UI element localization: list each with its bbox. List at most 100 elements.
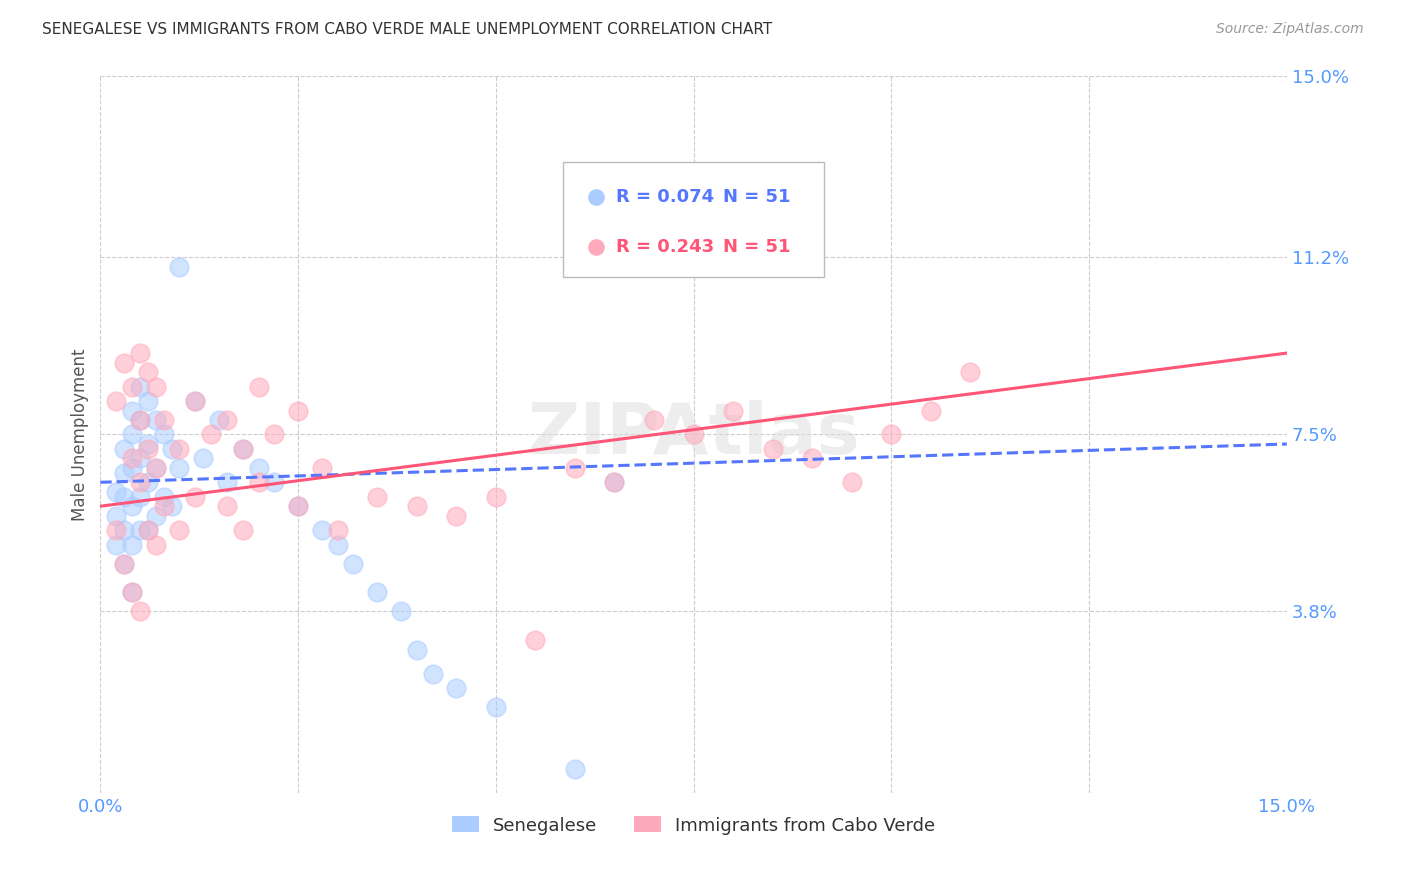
Point <box>136 393 159 408</box>
Text: R = 0.074: R = 0.074 <box>616 188 714 206</box>
Point <box>145 537 167 551</box>
Point <box>129 490 152 504</box>
Point <box>105 393 128 408</box>
Point <box>121 451 143 466</box>
Point <box>263 475 285 490</box>
Point <box>422 666 444 681</box>
Point <box>643 413 665 427</box>
Point <box>247 461 270 475</box>
Point <box>129 413 152 427</box>
Point <box>169 442 191 456</box>
Text: R = 0.243: R = 0.243 <box>616 238 714 256</box>
Point <box>136 365 159 379</box>
Point <box>232 523 254 537</box>
Point <box>287 403 309 417</box>
Point <box>112 466 135 480</box>
Point <box>215 475 238 490</box>
Point <box>405 500 427 514</box>
Point <box>485 490 508 504</box>
Point <box>232 442 254 456</box>
Point <box>129 523 152 537</box>
Point <box>959 365 981 379</box>
Point <box>184 393 207 408</box>
Point <box>121 403 143 417</box>
Point <box>136 523 159 537</box>
Point <box>342 557 364 571</box>
Point <box>145 461 167 475</box>
Point <box>145 508 167 523</box>
Point <box>112 442 135 456</box>
Point <box>405 642 427 657</box>
Point <box>105 523 128 537</box>
Point <box>145 379 167 393</box>
Point <box>121 500 143 514</box>
Point <box>721 403 744 417</box>
Point <box>152 413 174 427</box>
Y-axis label: Male Unemployment: Male Unemployment <box>72 348 89 521</box>
Point <box>169 523 191 537</box>
Point <box>485 700 508 714</box>
Point <box>215 413 238 427</box>
Point <box>129 451 152 466</box>
Point <box>232 442 254 456</box>
Point <box>287 500 309 514</box>
Point <box>105 484 128 499</box>
Point <box>326 523 349 537</box>
Point <box>682 427 704 442</box>
Point <box>920 403 942 417</box>
Point <box>112 523 135 537</box>
Point <box>160 500 183 514</box>
Point <box>287 500 309 514</box>
Point <box>136 442 159 456</box>
Point <box>524 633 547 648</box>
Point <box>366 585 388 599</box>
Point <box>136 437 159 451</box>
Point <box>184 490 207 504</box>
Point <box>184 393 207 408</box>
Text: Source: ZipAtlas.com: Source: ZipAtlas.com <box>1216 22 1364 37</box>
Legend: Senegalese, Immigrants from Cabo Verde: Senegalese, Immigrants from Cabo Verde <box>451 816 935 835</box>
Point <box>169 461 191 475</box>
Point <box>121 427 143 442</box>
Point <box>112 557 135 571</box>
Point <box>121 461 143 475</box>
Point <box>105 537 128 551</box>
Point <box>129 475 152 490</box>
Point <box>169 260 191 274</box>
Point <box>112 490 135 504</box>
Point <box>121 585 143 599</box>
Point <box>136 523 159 537</box>
Text: SENEGALESE VS IMMIGRANTS FROM CABO VERDE MALE UNEMPLOYMENT CORRELATION CHART: SENEGALESE VS IMMIGRANTS FROM CABO VERDE… <box>42 22 772 37</box>
Point <box>603 475 626 490</box>
Point <box>389 605 412 619</box>
Text: ZIPAtlas: ZIPAtlas <box>527 400 860 469</box>
Point <box>247 475 270 490</box>
Point <box>208 413 231 427</box>
Point <box>129 379 152 393</box>
Point <box>112 557 135 571</box>
Point <box>129 605 152 619</box>
Point <box>841 475 863 490</box>
Point <box>121 537 143 551</box>
Point <box>145 461 167 475</box>
Point <box>215 500 238 514</box>
Point <box>446 508 468 523</box>
Point <box>121 585 143 599</box>
Point <box>200 427 222 442</box>
Point <box>145 413 167 427</box>
Point <box>247 379 270 393</box>
Point <box>263 427 285 442</box>
Text: N = 51: N = 51 <box>723 188 790 206</box>
Point <box>121 379 143 393</box>
Point <box>136 475 159 490</box>
Point <box>193 451 215 466</box>
Text: N = 51: N = 51 <box>723 238 790 256</box>
Point <box>603 475 626 490</box>
Point <box>762 442 785 456</box>
Point <box>446 681 468 695</box>
Point <box>129 413 152 427</box>
Point <box>311 461 333 475</box>
Point <box>564 763 586 777</box>
Point <box>311 523 333 537</box>
Point <box>801 451 824 466</box>
